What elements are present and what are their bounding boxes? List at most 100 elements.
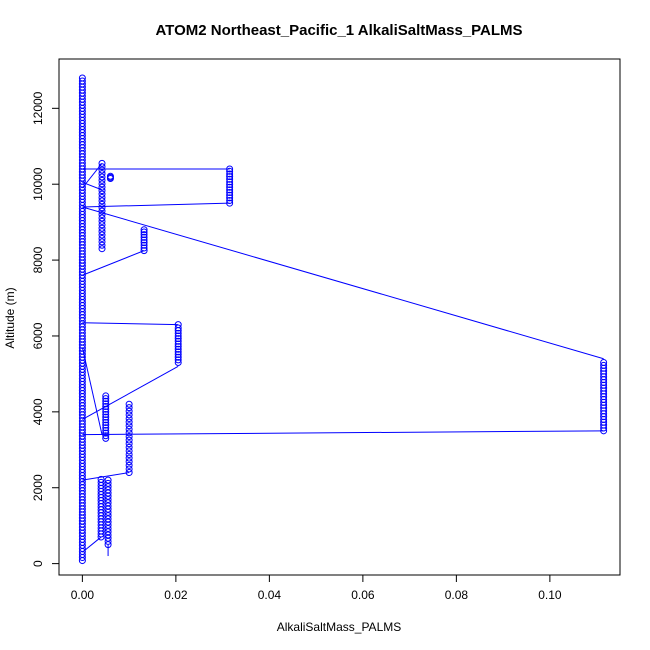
data-point [98,159,106,167]
y-tick-label: 12000 [31,91,45,125]
data-point [98,234,106,242]
connecting-line [82,250,145,276]
data-point [125,454,133,462]
data-point [174,359,182,367]
data-point [98,204,106,212]
data-point [174,343,182,351]
data-point [125,400,133,408]
connecting-line [82,322,179,326]
data-point [174,321,182,329]
data-point [125,461,133,469]
data-point [98,228,106,236]
data-point [600,361,608,369]
data-point [174,337,182,345]
y-tick-label: 2000 [31,474,45,501]
data-point [226,186,234,194]
data-point [125,447,133,455]
connecting-line [82,472,130,481]
data-point [174,324,182,332]
data-point [98,190,106,198]
y-tick-label: 8000 [31,246,45,273]
data-point [226,199,234,207]
data-point [98,166,106,174]
data-point [102,426,110,434]
data-point [174,340,182,348]
data-point [174,335,182,343]
data-point [102,411,110,419]
data-point [98,176,106,184]
data-point [98,163,106,171]
data-point [102,403,110,411]
data-point [125,425,133,433]
data-point [98,187,106,195]
y-tick-label: 6000 [31,322,45,349]
data-point [140,231,148,239]
data-point [174,332,182,340]
connecting-line [82,202,230,208]
data-point [98,238,106,246]
data-point [98,200,106,208]
y-tick-label: 0 [31,560,45,567]
data-point [102,392,110,400]
data-point [98,217,106,225]
data-point [102,413,110,421]
data-point [98,211,106,219]
data-point [98,245,106,253]
connecting-line [82,365,179,420]
data-point [226,165,234,173]
data-point [125,404,133,412]
data-point [174,345,182,353]
data-point [102,424,110,432]
data-point [140,228,148,236]
data-point [98,180,106,188]
data-point [125,407,133,415]
data-points [78,74,608,565]
x-tick-label: 0.06 [351,588,375,602]
data-point [102,416,110,424]
x-axis: 0.00 0.02 0.04 0.06 0.08 0.10 [71,574,562,602]
data-point [226,178,234,186]
data-point [226,170,234,178]
y-axis-label: Altitude (m) [3,287,17,348]
data-point [98,197,106,205]
data-point [102,429,110,437]
data-point [125,465,133,473]
data-point [98,193,106,201]
data-point [226,194,234,202]
data-point [98,214,106,222]
chart-title: ATOM2 Northeast_Pacific_1 AlkaliSaltMass… [155,22,522,39]
data-point [174,353,182,361]
data-point [226,167,234,175]
data-point [102,405,110,413]
data-point [125,414,133,422]
connecting-line [82,206,604,360]
data-point [102,434,110,442]
data-point [98,241,106,249]
data-point [125,418,133,426]
data-point [140,244,148,252]
data-point [226,173,234,181]
data-point [125,458,133,466]
data-point [226,181,234,189]
data-point [102,432,110,440]
y-tick-label: 10000 [31,167,45,201]
data-point [226,189,234,197]
data-point [98,221,106,229]
data-point [78,74,86,82]
x-tick-label: 0.02 [164,588,188,602]
data-point [102,400,110,408]
data-point [98,170,106,178]
data-point [174,329,182,337]
x-tick-label: 0.00 [71,588,95,602]
data-point [102,421,110,429]
connecting-line [81,347,103,435]
plot-frame [58,58,621,576]
data-point [226,197,234,205]
x-tick-label: 0.10 [538,588,562,602]
data-point [125,443,133,451]
data-point [140,236,148,244]
data-point [125,433,133,441]
data-point [125,436,133,444]
connecting-lines [81,163,604,557]
